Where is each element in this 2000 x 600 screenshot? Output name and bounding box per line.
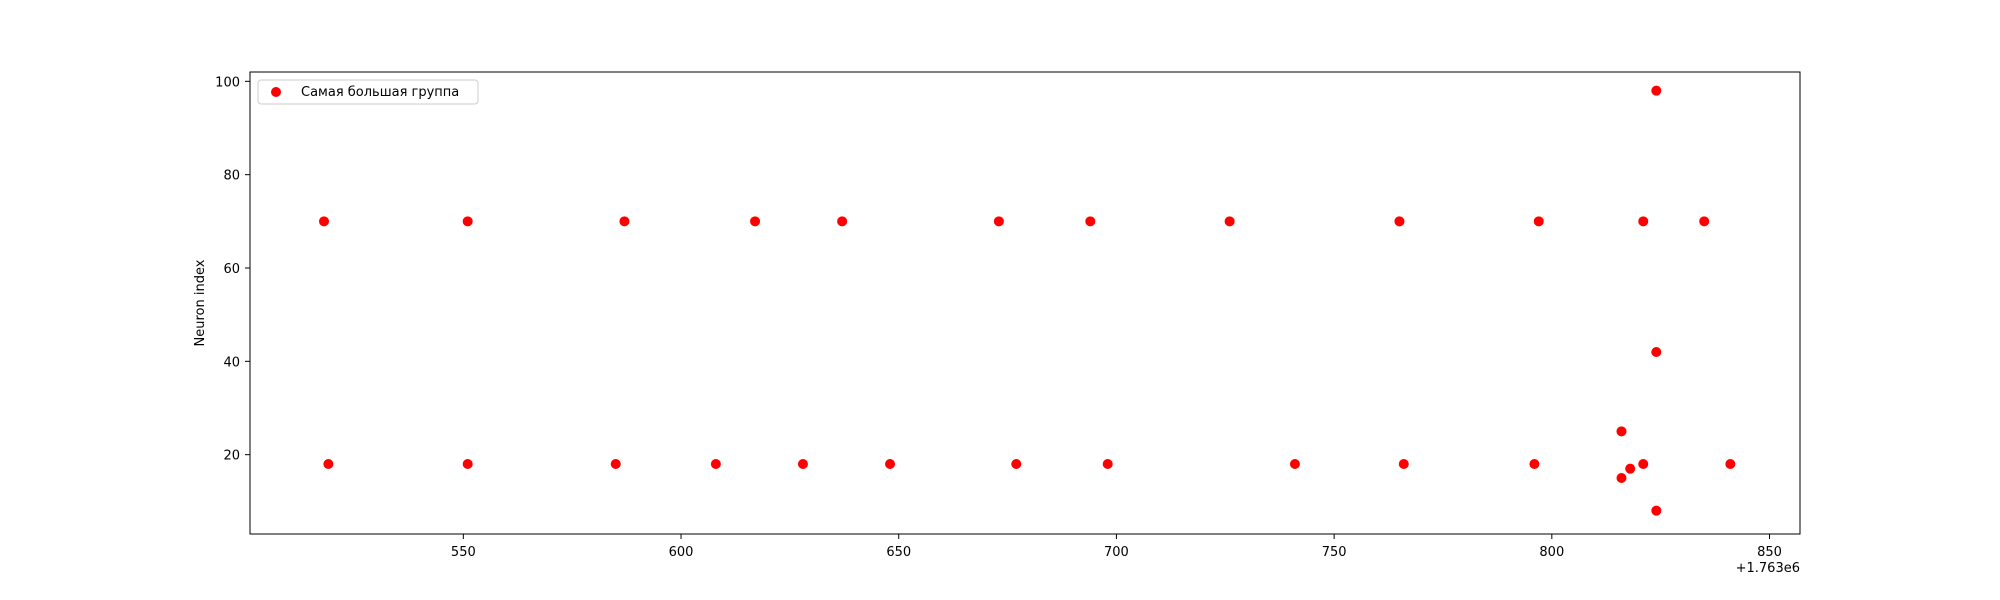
data-point (610, 459, 621, 469)
data-point (1651, 85, 1662, 96)
data-point (1224, 216, 1235, 227)
data-point (1725, 459, 1736, 469)
data-point (1102, 459, 1113, 469)
x-tick-label: 750 (1322, 545, 1347, 560)
data-point (323, 459, 334, 469)
data-points (319, 85, 1736, 516)
data-point (1625, 463, 1636, 474)
y-axis-label: Neuron index (193, 259, 208, 346)
x-tick-label: 550 (451, 545, 476, 560)
x-axis-offset-label: +1.763e6 (1736, 561, 1800, 576)
x-axis: 550 600 650 700 750 800 850 (451, 534, 1782, 560)
data-point (1394, 216, 1405, 227)
x-tick-label: 600 (669, 545, 694, 560)
data-point (1398, 459, 1409, 469)
y-axis: 20 40 60 80 100 (215, 75, 250, 464)
legend-marker (271, 87, 281, 97)
data-point (1289, 459, 1300, 469)
data-point (710, 459, 721, 469)
legend-label: Самая большая группа (301, 85, 459, 100)
data-point (319, 216, 330, 227)
data-point (1533, 216, 1544, 227)
data-point (797, 459, 808, 469)
y-tick-label: 100 (215, 75, 240, 90)
data-point (1651, 505, 1662, 516)
y-tick-label: 20 (223, 449, 240, 464)
legend: Самая большая группа (257, 79, 479, 105)
x-tick-label: 650 (886, 545, 911, 560)
data-point (993, 216, 1004, 227)
data-point (1616, 426, 1627, 437)
x-tick-label: 850 (1757, 545, 1782, 560)
x-tick-label: 800 (1539, 545, 1564, 560)
data-point (1638, 459, 1649, 469)
y-tick-label: 60 (223, 262, 240, 277)
y-tick-label: 80 (223, 169, 240, 184)
data-point (462, 459, 473, 469)
data-point (1651, 347, 1662, 357)
legend-box (257, 79, 479, 105)
data-point (1085, 216, 1096, 227)
data-point (1616, 473, 1627, 483)
data-point (1699, 216, 1710, 227)
data-point (1638, 216, 1649, 227)
data-point (750, 216, 761, 227)
data-point (619, 216, 630, 227)
y-tick-label: 40 (223, 355, 240, 370)
data-point (885, 459, 896, 469)
data-point (462, 216, 473, 227)
data-point (1529, 459, 1540, 469)
x-tick-label: 700 (1104, 545, 1129, 560)
data-point (1011, 459, 1022, 469)
data-point (837, 216, 848, 227)
plot-area (249, 71, 1801, 535)
